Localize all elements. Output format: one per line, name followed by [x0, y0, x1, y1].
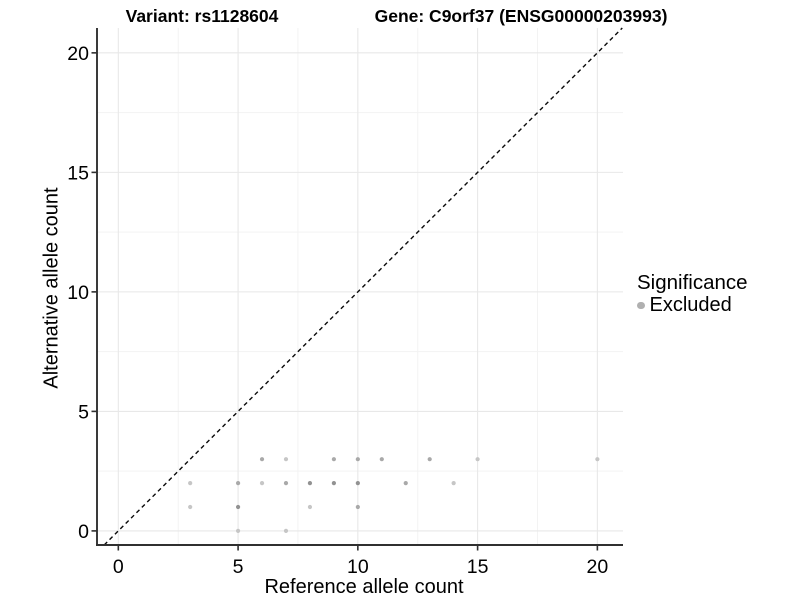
x-tick-label: 20 [587, 556, 609, 578]
data-point [283, 528, 289, 533]
data-point [355, 480, 360, 486]
data-point [355, 504, 360, 510]
x-axis-title: Reference allele count [264, 576, 464, 598]
x-tick-label: 0 [113, 556, 124, 578]
x-tick-label: 5 [233, 556, 244, 578]
data-point [331, 457, 336, 462]
data-point [235, 480, 241, 486]
data-point [259, 480, 265, 486]
y-tick-label: 0 [78, 521, 89, 543]
identity-dashed-line [103, 27, 623, 546]
data-point [451, 480, 456, 486]
x-tick-label: 10 [347, 556, 369, 578]
plot-title-gene: Gene: C9orf37 (ENSG00000203993) [374, 6, 668, 26]
plot-title-variant: Variant: rs1128604 [125, 6, 279, 26]
data-point [235, 504, 241, 510]
data-point [427, 457, 432, 462]
legend-item-excluded: Excluded [637, 294, 748, 317]
legend-item-label: Excluded [649, 294, 732, 316]
data-point [595, 457, 600, 462]
data-point [475, 457, 480, 462]
data-point [235, 528, 241, 533]
data-point [331, 480, 336, 486]
y-tick-label: 5 [78, 401, 89, 423]
legend-key-dot [637, 301, 645, 310]
legend: Significance Excluded [637, 271, 748, 317]
legend-title: Significance [637, 271, 748, 294]
data-point [307, 480, 313, 486]
data-point [307, 504, 313, 510]
data-point [259, 457, 265, 462]
data-point [403, 480, 408, 486]
data-point [379, 457, 384, 462]
y-tick-label: 20 [67, 43, 89, 65]
y-tick-label: 10 [67, 282, 89, 304]
y-tick-label: 15 [67, 162, 89, 184]
data-point [283, 480, 289, 486]
x-tick-label: 15 [467, 556, 489, 578]
data-point [355, 457, 360, 462]
data-point [188, 504, 193, 510]
y-axis-title: Alternative allele count [40, 187, 63, 389]
data-point [283, 457, 289, 462]
data-point [188, 480, 193, 486]
